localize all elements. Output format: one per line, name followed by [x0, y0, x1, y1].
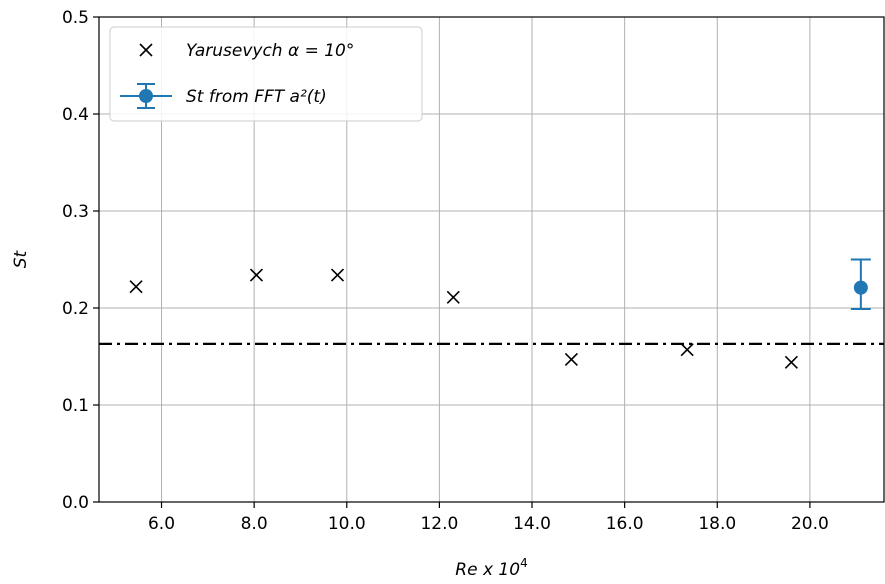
x-axis-ticks: 6.0 8.0 10.0 12.0 14.0 16.0 18.0 20.0 [148, 502, 829, 534]
x-axis-label-text: Re x 10 [455, 560, 520, 580]
plot-frame [98, 16, 885, 503]
y-tick-label: 0.3 [62, 202, 89, 222]
x-marker-stroke [139, 43, 153, 57]
x-tick-label: 8.0 [241, 514, 268, 534]
x-marker-stroke [446, 290, 460, 304]
x-tick-label: 10.0 [328, 514, 366, 534]
x-marker-stroke [784, 355, 798, 369]
data-series [129, 258, 871, 369]
x-tick-label: 6.0 [148, 514, 175, 534]
x-axis-label: Re x 104 [455, 556, 527, 580]
x-tick-label: 20.0 [791, 514, 829, 534]
y-axis-ticks: 0.0 0.1 0.2 0.3 0.4 0.5 [62, 8, 99, 513]
x-marker-stroke [249, 268, 264, 282]
data-point-x [249, 268, 264, 282]
y-tick-label: 0.2 [62, 299, 89, 319]
data-point-x [446, 290, 460, 304]
data-point-x [784, 355, 798, 369]
x-tick-label: 14.0 [513, 514, 551, 534]
x-marker-stroke [330, 268, 345, 282]
x-tick-label: 18.0 [698, 514, 736, 534]
legend-dot [139, 89, 153, 103]
legend-box [109, 26, 423, 122]
y-tick-label: 0.1 [62, 396, 89, 416]
x-marker-stroke [129, 280, 143, 294]
x-axis-label-superscript: 4 [520, 556, 528, 570]
x-tick-label: 12.0 [420, 514, 458, 534]
data-point-errorbar [850, 258, 871, 310]
data-point-dot [853, 280, 868, 295]
y-tick-label: 0.5 [62, 8, 89, 28]
x-marker-stroke [564, 352, 578, 366]
legend-x-marker [139, 43, 153, 57]
y-tick-label: 0.0 [62, 493, 89, 513]
legend-marker-x [139, 43, 153, 57]
y-axis-label: St [11, 249, 31, 268]
legend-entry-fft: St from FFT a²(t) [186, 87, 327, 107]
data-point-x [330, 268, 345, 282]
x-tick-label: 16.0 [606, 514, 644, 534]
y-tick-label: 0.4 [62, 105, 89, 125]
data-point-x [564, 352, 578, 366]
legend: Yarusevych α = 10° St from FFT a²(t) [109, 26, 423, 122]
legend-marker-errorbar [120, 83, 172, 109]
legend-entry-yarusevych: Yarusevych α = 10° [186, 41, 354, 61]
data-point-x [129, 280, 143, 294]
data-point-x [680, 343, 694, 357]
x-marker-stroke [680, 343, 694, 357]
